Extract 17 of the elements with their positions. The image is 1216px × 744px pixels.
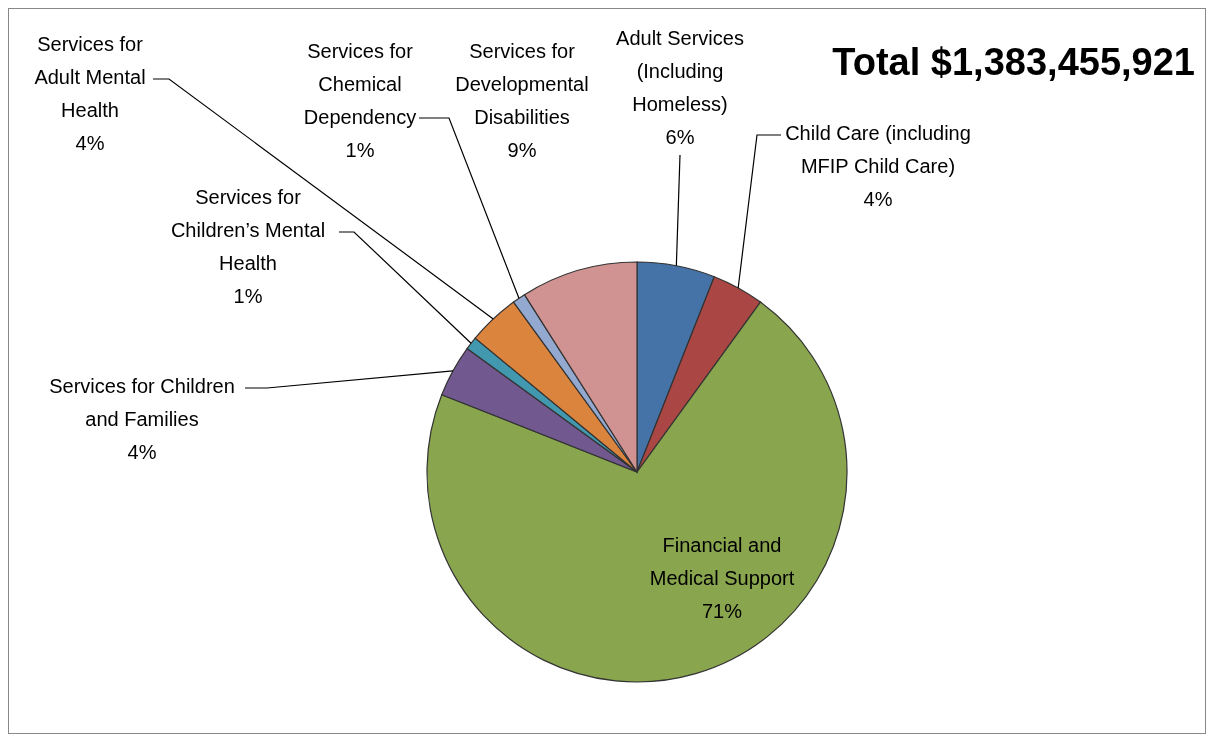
slice-label: Services for Children and Families xyxy=(49,375,235,431)
data-label: 6% xyxy=(665,125,695,148)
slice-label: Services for Chemical Dependency xyxy=(303,39,417,128)
slice-label: Services for Developmental Disabilities xyxy=(455,39,589,128)
data-label: 1% xyxy=(233,284,263,307)
slice-label: Services for Children’s Mental Health xyxy=(170,185,326,274)
slice-label: Financial and Medical Support xyxy=(649,534,795,590)
data-label: 1% xyxy=(345,138,375,161)
slice-label: Child Care (including MFIP Child Care) xyxy=(785,122,971,178)
slice-label: Adult Services (Including Homeless) xyxy=(616,26,744,115)
data-label: 9% xyxy=(507,138,537,161)
chart-title: Total $1,383,455,921 xyxy=(832,41,1195,84)
data-label: 4% xyxy=(75,131,105,154)
data-label: 4% xyxy=(863,188,893,211)
data-label: 4% xyxy=(127,441,157,464)
slice-label: Services for Adult Mental Health xyxy=(34,32,146,121)
data-label: 71% xyxy=(701,600,743,623)
